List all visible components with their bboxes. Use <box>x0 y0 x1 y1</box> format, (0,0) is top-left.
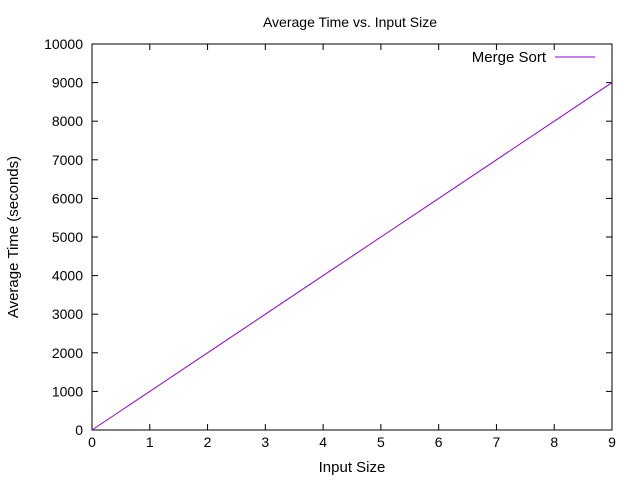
x-tick-label: 4 <box>319 434 327 450</box>
y-tick-label: 1000 <box>52 383 83 399</box>
x-axis-label: Input Size <box>319 459 386 476</box>
legend-label-merge-sort: Merge Sort <box>472 49 547 66</box>
y-axis-ticks: 0 1000 2000 3000 4000 5000 6000 7000 8000 9000 100… <box>44 36 612 438</box>
y-axis-label: Average Time (seconds) <box>5 156 22 318</box>
y-tick-label: 0 <box>75 422 83 438</box>
x-tick-label: 3 <box>261 434 269 450</box>
x-axis-ticks: 0 1 2 3 4 5 6 7 8 9 <box>88 44 616 450</box>
x-tick-label: 5 <box>377 434 385 450</box>
y-tick-label: 10000 <box>44 36 83 52</box>
x-tick-label: 6 <box>435 434 443 450</box>
y-tick-label: 2000 <box>52 345 83 361</box>
y-tick-label: 7000 <box>52 152 83 168</box>
y-tick-label: 5000 <box>52 229 83 245</box>
x-tick-label: 0 <box>88 434 96 450</box>
y-tick-label: 9000 <box>52 75 83 91</box>
y-tick-label: 8000 <box>52 113 83 129</box>
y-tick-label: 4000 <box>52 268 83 284</box>
x-tick-label: 8 <box>550 434 558 450</box>
series-line-merge-sort <box>91 82 613 431</box>
x-tick-label: 7 <box>493 434 501 450</box>
y-tick-label: 3000 <box>52 306 83 322</box>
series-layer <box>91 82 613 431</box>
y-tick-label: 6000 <box>52 190 83 206</box>
plot-frame <box>91 43 613 431</box>
x-tick-label: 2 <box>204 434 212 450</box>
chart-title: Average Time vs. Input Size <box>263 14 437 30</box>
legend: Merge Sort <box>472 49 595 66</box>
x-tick-label: 1 <box>146 434 154 450</box>
x-tick-label: 9 <box>608 434 616 450</box>
